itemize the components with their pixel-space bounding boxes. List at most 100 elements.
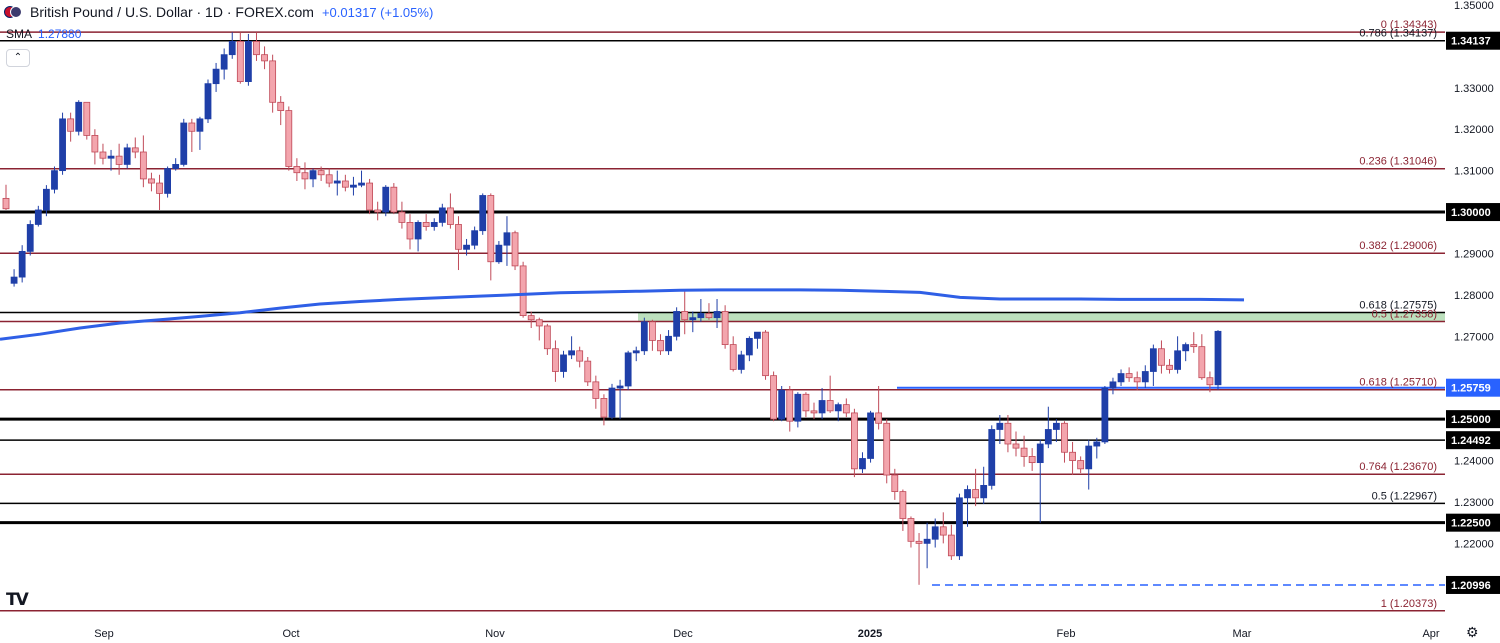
candle-body [1077, 460, 1085, 470]
price-change: +0.01317 (+1.05%) [321, 4, 434, 20]
candle-body [883, 422, 891, 476]
settings-gear-icon[interactable]: ⚙ [1466, 624, 1479, 640]
candle-body [2, 197, 10, 210]
tradingview-logo[interactable]: TV [6, 590, 29, 610]
price-level-axis-value: 1.24492 [1451, 435, 1491, 447]
candle-body [196, 118, 204, 132]
current-level-axis-value: 1.25759 [1451, 383, 1491, 395]
resistance-zone [638, 312, 1445, 322]
candle-body [956, 497, 963, 557]
sma-value: 1.27880 [38, 27, 82, 41]
candle-body [737, 354, 745, 370]
horizontal-levels [0, 31, 1445, 612]
fib-level-label: 0.382 (1.29006) [1359, 240, 1437, 252]
candle-body [51, 170, 58, 190]
candle-body [907, 518, 915, 542]
candle-body [1214, 330, 1222, 386]
price-level-axis-tag [1446, 513, 1500, 532]
candle-body [964, 489, 971, 499]
candle-body [358, 182, 365, 186]
candle-body [414, 222, 422, 240]
candle-body [1101, 387, 1109, 443]
candle-body [810, 410, 818, 414]
candle-body [148, 178, 155, 184]
price-level-axis-value: 1.30000 [1451, 207, 1491, 219]
collapse-legend-button[interactable]: ⌃ [6, 49, 30, 67]
candle-body [980, 484, 988, 499]
candle-body [471, 230, 479, 246]
candle-body [455, 224, 462, 250]
sma-name: SMA [6, 27, 33, 41]
candle-body [745, 337, 753, 356]
candle-body [996, 422, 1004, 430]
sma-legend[interactable]: SMA 1.27880 [6, 27, 81, 41]
candle-body [59, 118, 66, 172]
candle-body [1198, 346, 1206, 379]
candle-body [665, 335, 672, 352]
candle-body [697, 313, 705, 319]
candle-body [1044, 429, 1052, 445]
candle-body [713, 311, 721, 319]
candle-body [1109, 381, 1117, 389]
candle-body [269, 60, 277, 103]
candle-body [1036, 443, 1044, 464]
candle-body [640, 321, 648, 352]
candle-body [729, 344, 737, 370]
candle-body [99, 151, 107, 159]
candle-body [495, 244, 503, 263]
candle-body [261, 54, 268, 62]
candle-body [236, 41, 244, 82]
candle-body [1174, 350, 1181, 370]
candle-body [939, 526, 947, 536]
swing-low-axis-value: 1.20996 [1451, 580, 1491, 592]
candle-body [721, 311, 729, 345]
candle-body [584, 360, 592, 383]
candle-body [83, 101, 91, 136]
currency-flag-icon [4, 5, 22, 19]
time-axis-label: 2025 [858, 628, 882, 640]
candle-body [1117, 373, 1125, 383]
symbol-header: British Pound / U.S. Dollar · 1D · FOREX… [4, 2, 433, 22]
fib-level-label: 0.5 (1.27358) [1372, 308, 1437, 320]
candle-body [859, 458, 866, 470]
candle-body [681, 311, 689, 321]
fib-level-label: 0.618 (1.27575) [1359, 299, 1437, 311]
candle-body [1061, 422, 1068, 453]
candle-body [568, 350, 575, 356]
candle-body [624, 352, 632, 387]
price-level-axis-tag [1446, 31, 1500, 50]
candle-body [317, 170, 325, 176]
candle-body [778, 389, 786, 420]
price-axis-tick: 1.28000 [1454, 290, 1494, 302]
candle-body [430, 222, 438, 227]
candle-body [560, 354, 567, 372]
price-level-axis-tag [1446, 410, 1500, 429]
candle-body [552, 348, 559, 372]
candle-body [301, 172, 309, 180]
candle-body [673, 311, 681, 337]
time-axis: Sep Oct Nov Dec 2025 Feb Mar Apr [94, 628, 1440, 640]
candle-body [511, 232, 519, 267]
candle-body [398, 211, 406, 223]
candle-body [350, 184, 357, 188]
candle-body [834, 404, 842, 412]
candle-body [374, 209, 382, 213]
symbol-title[interactable]: British Pound / U.S. Dollar · 1D · FOREX… [30, 4, 314, 20]
candle-body [67, 118, 75, 132]
fib-level-label: 0.5 (1.22967) [1372, 490, 1437, 502]
candle-body [875, 412, 883, 424]
time-axis-label: Oct [282, 628, 299, 640]
candle-body [689, 317, 697, 321]
candle-body [1158, 348, 1165, 366]
candle-body [503, 232, 511, 246]
candle-body [244, 41, 252, 82]
candle-body [947, 534, 955, 557]
candle-body [285, 110, 293, 167]
candle-body [923, 538, 931, 544]
candle-body [18, 250, 26, 278]
candle-body [26, 224, 34, 252]
candle-body [762, 331, 769, 377]
candle-body [479, 195, 487, 232]
swing-low-axis-tag [1446, 575, 1500, 594]
